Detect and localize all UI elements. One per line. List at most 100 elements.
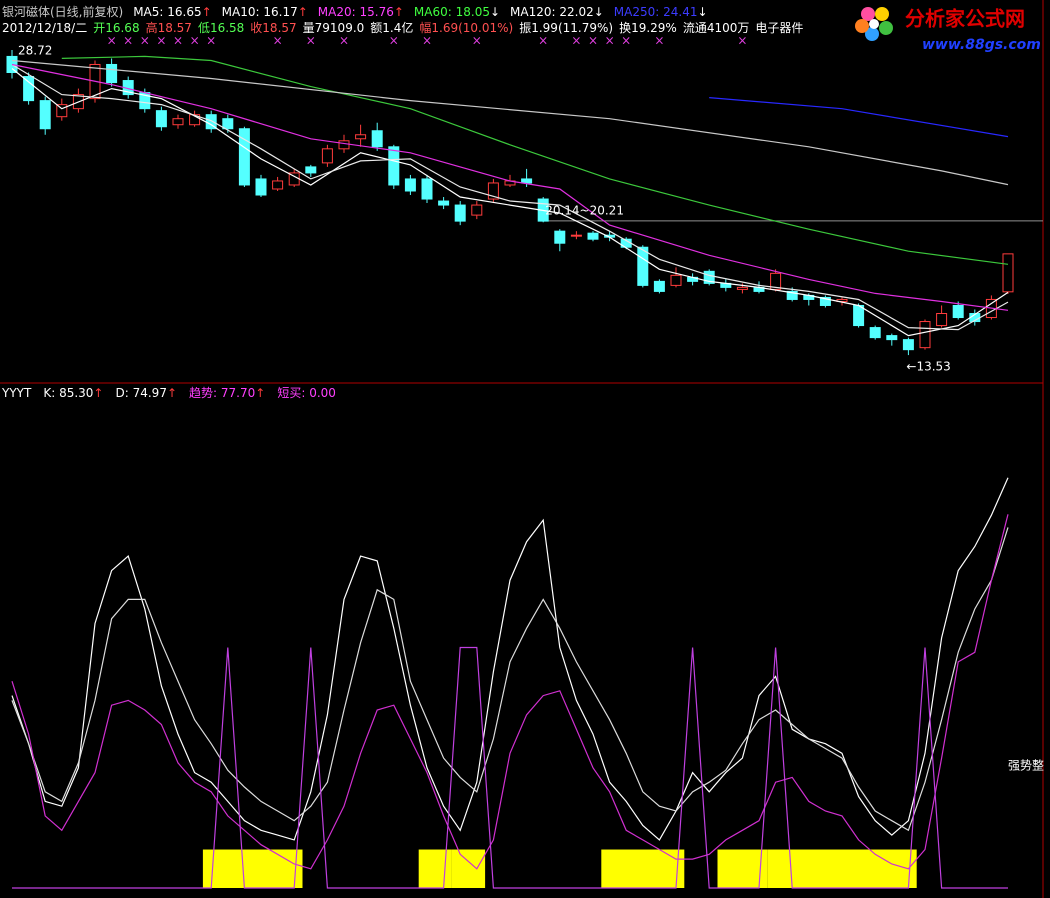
legend-text: ↓ (594, 5, 604, 19)
legend-entry: MA60: 18.05↓ (414, 5, 500, 19)
legend-text: : (301, 386, 309, 400)
candle-body (338, 140, 350, 150)
signal-cross: × (190, 34, 200, 48)
legend-text: 15.76 (360, 5, 394, 19)
candle-body (853, 304, 865, 327)
candle-body (388, 146, 400, 186)
signal-cross: × (123, 34, 133, 48)
candle-body (222, 118, 234, 130)
candle-body (272, 180, 284, 190)
ma-line (709, 97, 1009, 138)
legend-entry: MA20: 15.76↑ (318, 5, 404, 19)
legend-entry: 2012/12/18/二 (2, 21, 87, 35)
legend-entry: 振1.99(11.79%) (519, 21, 613, 35)
legend-text: 电子器件 (755, 21, 803, 35)
signal-cross: × (173, 34, 183, 48)
candle-body (487, 182, 499, 200)
legend-entry: 换19.29% (619, 21, 677, 35)
legend-text: MA10 (222, 5, 256, 19)
signal-cross: × (389, 34, 399, 48)
legend-text: ↑ (93, 386, 103, 400)
legend-text: MA20 (318, 5, 352, 19)
candle-body (819, 296, 831, 306)
signal-cross: × (273, 34, 283, 48)
candle-body (438, 200, 450, 206)
legend-entry: 电子器件 (755, 21, 803, 35)
legend-text: 流通4100万 (683, 21, 750, 35)
signal-cross: × (156, 34, 166, 48)
ma-line (61, 55, 1009, 265)
candle-body (371, 130, 383, 148)
legend-text: MA250 (614, 5, 655, 19)
legend-text: ↑ (202, 5, 212, 19)
range-label: 20.14~20.21 (545, 203, 624, 217)
signal-cross: × (538, 34, 548, 48)
signal-block (601, 849, 685, 888)
ma-line (11, 59, 1009, 186)
candle-body (902, 339, 914, 351)
legend-text: 18.05 (456, 5, 490, 19)
legend-entry: MA10: 16.17↑ (222, 5, 308, 19)
legend-entry: 额1.4亿 (370, 20, 413, 35)
legend-text: : (51, 386, 59, 400)
candle-body (305, 166, 317, 174)
legend-text: ↑ (298, 5, 308, 19)
candle-body (421, 178, 433, 200)
indicator-line (11, 477, 1009, 841)
legend-text: 换19.29% (619, 21, 677, 35)
candle-body (703, 270, 715, 284)
legend-text: K (43, 386, 52, 400)
indicator-line (11, 514, 1009, 870)
candle-body (39, 100, 51, 130)
legend-text: : (352, 5, 360, 19)
legend-entry: D: 74.97↑ (115, 386, 177, 400)
legend-entry: 低16.58 (198, 21, 244, 35)
candle-body (355, 134, 367, 140)
legend-text: ↓ (697, 5, 707, 19)
signal-cross: × (737, 34, 747, 48)
candle-body (570, 234, 582, 237)
legend-text: D (115, 386, 124, 400)
candle-body (155, 110, 167, 128)
legend-text: 22.02 (559, 5, 593, 19)
candle-body (471, 204, 483, 216)
candle-body (454, 204, 466, 222)
candle-body (521, 178, 533, 184)
indicator-line (11, 527, 1009, 832)
legend-text: YYYT (1, 386, 32, 400)
legend-text: 16.17 (263, 5, 297, 19)
candle-body (106, 63, 118, 84)
legend-entry: 银河磁体(日线,前复权) (2, 4, 123, 19)
candle-body (869, 327, 881, 339)
legend-text: 银河磁体(日线,前复权) (2, 4, 123, 19)
low-label: ←13.53 (906, 360, 950, 374)
candle-body (321, 148, 333, 164)
legend-text: 0.00 (309, 386, 336, 400)
legend-entry: YYYT (1, 386, 32, 400)
signal-cross: × (654, 34, 664, 48)
candle-body (653, 280, 665, 292)
candle-body (6, 55, 18, 74)
legend-text: 额1.4亿 (370, 20, 413, 35)
legend-text: 幅1.69(10.01%) (419, 20, 513, 35)
legend-text: ↑ (167, 386, 177, 400)
legend-text: : (213, 386, 221, 400)
candle-body (919, 321, 931, 349)
legend-text: 高18.57 (146, 20, 192, 35)
ma-line (11, 68, 1009, 337)
signal-cross: × (571, 34, 581, 48)
legend-text: : (125, 386, 133, 400)
legend-text: : (448, 5, 456, 19)
candle-body (736, 286, 748, 290)
legend-text: : (256, 5, 264, 19)
indicator-line (12, 646, 1008, 889)
legend-text: : (655, 5, 663, 19)
legend-entry: MA5: 16.65↑ (133, 5, 211, 19)
candle-body (836, 298, 848, 302)
legend-text: MA60 (414, 5, 448, 19)
candle-body (23, 76, 35, 102)
legend-text: 短买 (277, 386, 301, 400)
legend-text: 量79109.0 (303, 21, 365, 35)
